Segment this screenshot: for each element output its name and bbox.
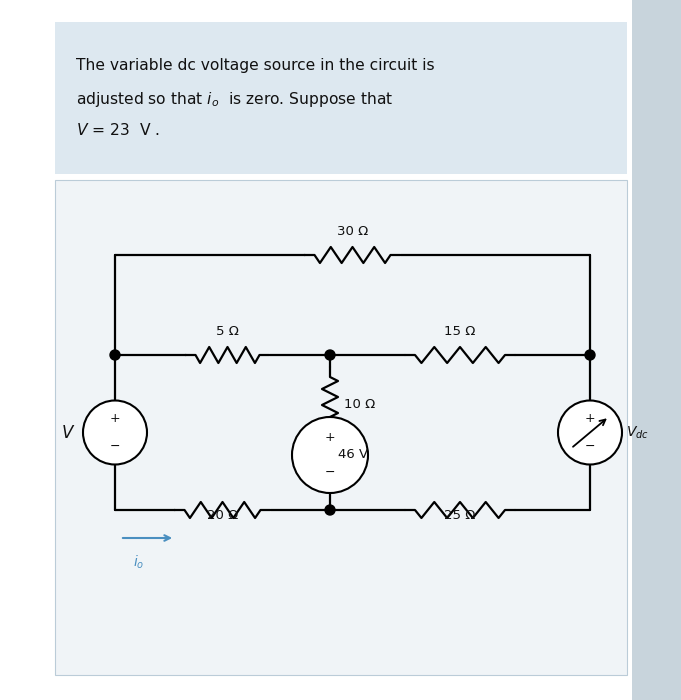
Circle shape bbox=[83, 400, 147, 465]
Text: +: + bbox=[585, 412, 595, 425]
Text: The variable dc voltage source in the circuit is: The variable dc voltage source in the ci… bbox=[76, 58, 434, 73]
Text: 10 Ω: 10 Ω bbox=[344, 398, 375, 412]
Bar bbox=[55, 180, 627, 675]
Text: $i_o$: $i_o$ bbox=[133, 554, 144, 571]
Text: $V_{dc}$: $V_{dc}$ bbox=[626, 424, 649, 441]
Text: 30 Ω: 30 Ω bbox=[337, 225, 368, 238]
Text: 20 Ω: 20 Ω bbox=[207, 509, 238, 522]
Circle shape bbox=[110, 350, 120, 360]
Text: 5 Ω: 5 Ω bbox=[216, 325, 239, 338]
Circle shape bbox=[558, 400, 622, 465]
Circle shape bbox=[325, 505, 335, 515]
Text: +: + bbox=[325, 431, 335, 444]
Bar bbox=[55, 22, 627, 174]
Bar bbox=[632, 0, 681, 700]
Text: +: + bbox=[110, 412, 121, 425]
Circle shape bbox=[585, 350, 595, 360]
Text: −: − bbox=[585, 440, 595, 454]
Text: $V$: $V$ bbox=[61, 424, 75, 442]
Circle shape bbox=[292, 417, 368, 493]
Text: 15 Ω: 15 Ω bbox=[444, 325, 476, 338]
Text: adjusted so that $i_o$  is zero. Suppose that: adjusted so that $i_o$ is zero. Suppose … bbox=[76, 90, 393, 109]
Text: 25 Ω: 25 Ω bbox=[444, 509, 476, 522]
Text: 46 V: 46 V bbox=[338, 449, 368, 461]
Text: $V$ = 23  V .: $V$ = 23 V . bbox=[76, 122, 160, 138]
Circle shape bbox=[325, 350, 335, 360]
Text: −: − bbox=[325, 466, 335, 479]
Text: −: − bbox=[110, 440, 121, 454]
